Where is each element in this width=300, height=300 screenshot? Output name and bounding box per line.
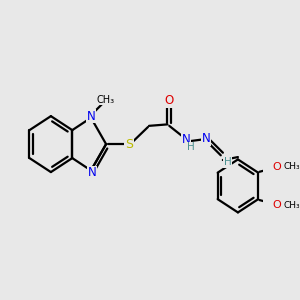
Text: O: O xyxy=(272,162,281,172)
Text: N: N xyxy=(87,110,95,123)
Text: CH₃: CH₃ xyxy=(96,94,114,104)
Text: CH₃: CH₃ xyxy=(284,201,300,210)
Text: N: N xyxy=(182,133,190,146)
Text: O: O xyxy=(272,200,281,210)
Text: H: H xyxy=(187,142,194,152)
Text: N: N xyxy=(88,166,97,179)
Text: H: H xyxy=(224,158,231,167)
Text: N: N xyxy=(202,132,211,145)
Text: CH₃: CH₃ xyxy=(284,162,300,171)
Text: S: S xyxy=(125,138,133,151)
Text: O: O xyxy=(165,94,174,107)
